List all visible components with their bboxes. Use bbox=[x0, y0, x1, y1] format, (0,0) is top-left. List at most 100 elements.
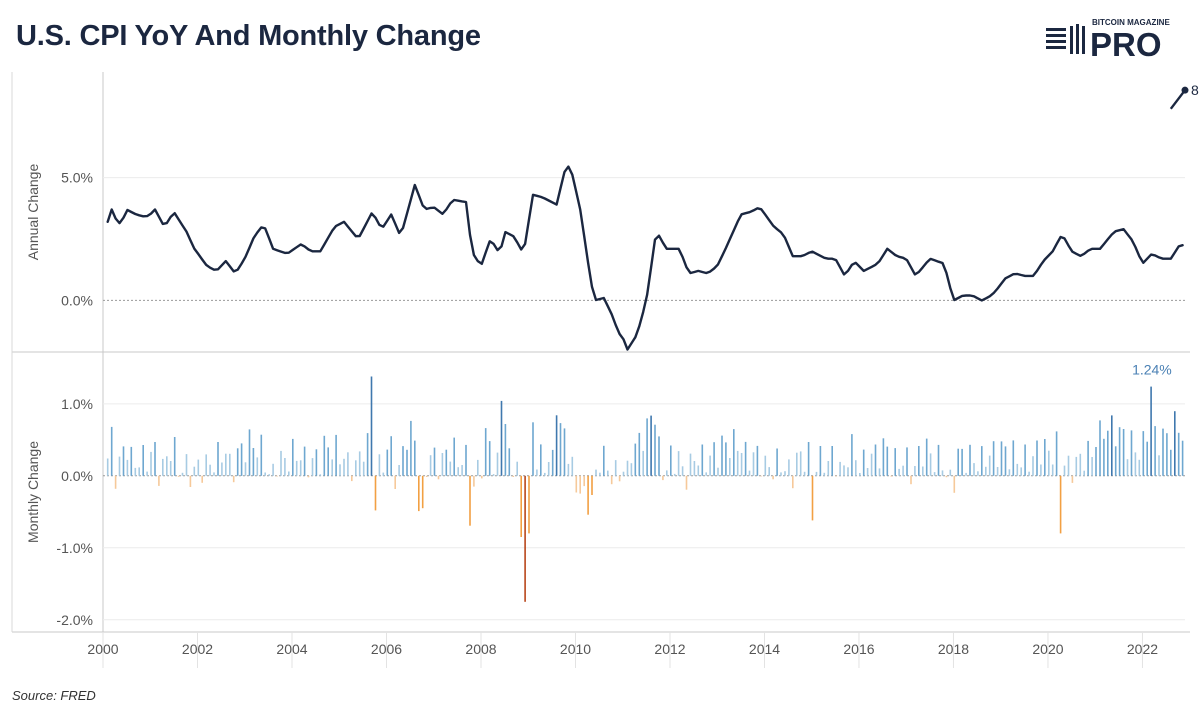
monthly-change-bar bbox=[1142, 431, 1145, 476]
monthly-change-bar bbox=[1036, 440, 1038, 476]
monthly-change-bar bbox=[473, 475, 475, 487]
monthly-change-bar bbox=[851, 434, 853, 476]
monthly-change-bar bbox=[319, 474, 322, 476]
monthly-change-bar bbox=[650, 415, 652, 476]
monthly-change-bar bbox=[232, 475, 235, 483]
chart-frame bbox=[11, 72, 1190, 668]
monthly-change-bar bbox=[386, 449, 389, 476]
monthly-change-bar bbox=[929, 453, 932, 476]
monthly-change-bar bbox=[583, 475, 585, 487]
bitcoin-magazine-pro-logo: BITCOIN MAGAZINE PRO bbox=[1046, 18, 1170, 62]
monthly-change-bar bbox=[512, 475, 515, 477]
monthly-change-bar bbox=[922, 466, 924, 476]
monthly-change-bar bbox=[1059, 475, 1062, 534]
monthly-change-bar bbox=[1181, 440, 1184, 476]
monthly-change-bar bbox=[1083, 470, 1085, 476]
monthly-change-bar bbox=[110, 426, 113, 476]
monthly-change-bar bbox=[264, 472, 266, 476]
monthly-change-bar bbox=[559, 423, 562, 476]
monthly-change-bar bbox=[166, 456, 168, 476]
monthly-change-bar bbox=[823, 472, 826, 476]
monthly-change-bar bbox=[949, 469, 952, 476]
monthly-change-bar bbox=[272, 463, 274, 476]
monthly-change-bar bbox=[910, 475, 912, 485]
monthly-change-bar bbox=[414, 440, 416, 476]
monthly-change-bar bbox=[555, 415, 558, 476]
monthly-change-bar bbox=[1166, 433, 1168, 476]
monthly-change-bar bbox=[733, 429, 735, 476]
monthly-change-bar bbox=[437, 475, 440, 480]
monthly-change-bar bbox=[315, 449, 318, 476]
monthly-change-bar bbox=[303, 446, 306, 476]
monthly-change-bar bbox=[252, 448, 255, 476]
monthly-change-bar bbox=[1051, 464, 1054, 476]
monthly-change-bar bbox=[870, 453, 873, 476]
monthly-change-bar bbox=[146, 471, 148, 476]
monthly-change-bar bbox=[481, 475, 483, 479]
monthly-change-bar bbox=[425, 475, 428, 477]
monthly-change-bar bbox=[138, 467, 140, 476]
monthly-change-bar bbox=[843, 465, 845, 476]
monthly-change-bar bbox=[374, 475, 377, 511]
monthly-change-bar bbox=[992, 441, 995, 476]
monthly-change-bar bbox=[457, 467, 459, 476]
monthly-change-bar bbox=[985, 466, 987, 476]
monthly-change-bar bbox=[528, 475, 530, 534]
monthly-change-bar bbox=[1122, 429, 1125, 476]
monthly-change-bar bbox=[866, 468, 869, 476]
monthly-change-bar bbox=[618, 475, 621, 482]
monthly-change-bar bbox=[366, 433, 369, 476]
monthly-change-bar bbox=[906, 447, 908, 476]
monthly-change-bar bbox=[792, 475, 794, 489]
monthly-change-bar bbox=[685, 475, 688, 490]
chart-title: U.S. CPI YoY And Monthly Change bbox=[16, 20, 481, 52]
monthly-change-bar bbox=[1162, 428, 1164, 476]
monthly-change-bar bbox=[622, 471, 625, 476]
monthly-change-bar bbox=[839, 461, 841, 476]
monthly-change-bar bbox=[1000, 441, 1003, 476]
top-y-axis-title: Annual Change bbox=[25, 164, 41, 261]
x-tick-label: 2014 bbox=[749, 641, 780, 657]
monthly-change-bar bbox=[189, 475, 192, 487]
monthly-change-bar bbox=[768, 467, 770, 476]
monthly-change-bar bbox=[150, 451, 152, 476]
monthly-change-bar bbox=[965, 472, 967, 476]
monthly-change-bar bbox=[689, 453, 692, 476]
bottom-y-tick-label: -2.0% bbox=[56, 612, 93, 628]
monthly-change-bar bbox=[764, 455, 767, 476]
monthly-change-bar bbox=[532, 422, 534, 476]
monthly-change-bar bbox=[977, 471, 979, 476]
monthly-change-bar bbox=[445, 449, 448, 476]
monthly-change-bar bbox=[894, 448, 896, 476]
monthly-change-bar bbox=[847, 467, 849, 476]
monthly-change-bar bbox=[575, 475, 578, 493]
monthly-change-bar bbox=[717, 467, 719, 476]
monthly-change-bar bbox=[347, 452, 349, 476]
monthly-change-bar bbox=[162, 458, 164, 476]
x-tick-label: 2008 bbox=[465, 641, 496, 657]
monthly-change-bar bbox=[1055, 431, 1058, 476]
logo-small-text: BITCOIN MAGAZINE bbox=[1092, 18, 1170, 27]
monthly-change-bar bbox=[827, 461, 830, 476]
monthly-change-bar bbox=[1028, 471, 1030, 476]
monthly-change-bar bbox=[1138, 459, 1141, 476]
monthly-change-bar bbox=[134, 467, 137, 476]
monthly-change-bar bbox=[410, 420, 412, 476]
monthly-change-bar bbox=[421, 475, 424, 509]
monthly-change-bar bbox=[571, 456, 574, 476]
monthly-change-bar bbox=[1016, 463, 1019, 476]
monthly-change-bar bbox=[729, 458, 731, 476]
monthly-change-bar bbox=[323, 435, 326, 476]
monthly-change-bar bbox=[874, 444, 877, 476]
monthly-change-bar bbox=[831, 446, 833, 476]
monthly-change-bar bbox=[295, 460, 298, 476]
annual-change-line-end bbox=[1169, 89, 1186, 110]
monthly-change-bar bbox=[536, 469, 538, 476]
monthly-change-bar bbox=[402, 446, 404, 476]
monthly-change-bar bbox=[1134, 452, 1137, 476]
monthly-change-bar bbox=[382, 472, 385, 476]
monthly-change-bar bbox=[154, 442, 156, 476]
monthly-change-bar bbox=[918, 446, 920, 476]
latest-month-label: 1.24% bbox=[1132, 362, 1172, 378]
